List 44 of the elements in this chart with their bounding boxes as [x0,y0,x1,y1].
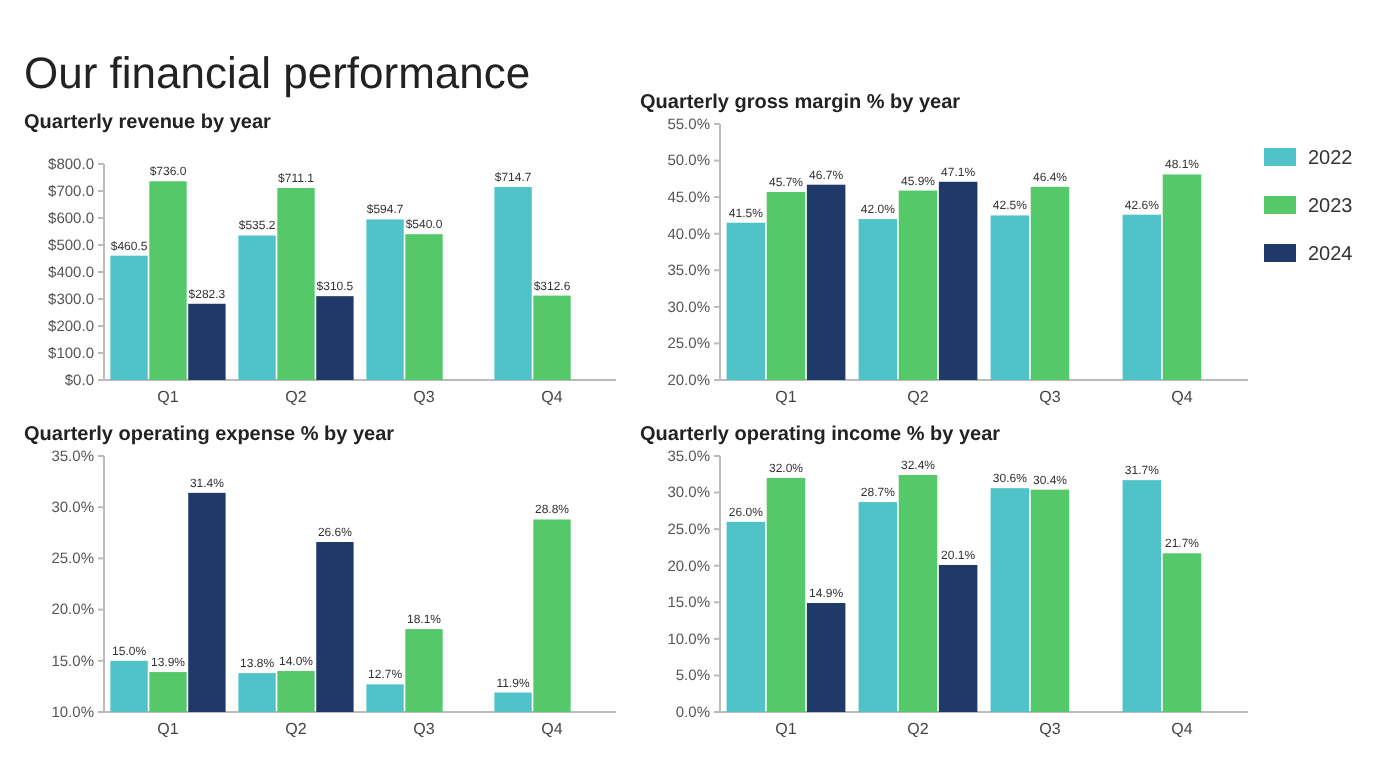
x-tick-label: Q4 [541,720,564,738]
x-tick-label: Q1 [157,720,180,738]
x-tick-label: Q4 [1171,720,1194,738]
bar [366,219,404,380]
x-tick-label: Q4 [541,388,564,406]
legend-label: 2023 [1308,196,1354,218]
bar [533,295,571,380]
bar [149,181,187,380]
bar [238,235,276,380]
chart-subtitle: Quarterly revenue by year [24,112,272,134]
bar [858,502,898,712]
bar [1162,553,1202,712]
x-tick-label: Q1 [775,720,798,738]
x-tick-label: Q4 [1171,388,1194,406]
bar [405,234,443,380]
legend-label: 2022 [1308,148,1354,170]
x-tick-label: Q2 [907,388,930,406]
bar [806,603,846,712]
chart-title: Quarterly operating income % by year [640,424,1001,446]
bar [1030,489,1070,712]
x-tick-label: Q3 [1039,388,1062,406]
bar [766,477,806,712]
bar [990,488,1030,712]
x-tick-label: Q2 [285,720,308,738]
bar [898,475,938,712]
chart-title: Quarterly operating expense % by year [24,424,395,446]
x-tick-label: Q3 [413,388,436,406]
x-tick-label: Q2 [285,388,308,406]
bar [726,521,766,712]
x-tick-label: Q3 [1039,720,1062,738]
x-tick-label: Q1 [775,388,798,406]
bar [110,255,148,380]
x-tick-label: Q3 [413,720,436,738]
legend-label: 2024 [1308,244,1354,266]
bar [277,188,315,380]
chart-title: Quarterly gross margin % by year [640,92,961,114]
bar [188,303,226,380]
bar [316,296,354,380]
x-tick-label: Q2 [907,720,930,738]
bar [494,187,532,380]
bar [1122,480,1162,712]
bar [938,564,978,712]
chart-title: Our financial performance [24,48,531,98]
x-tick-label: Q1 [157,388,180,406]
